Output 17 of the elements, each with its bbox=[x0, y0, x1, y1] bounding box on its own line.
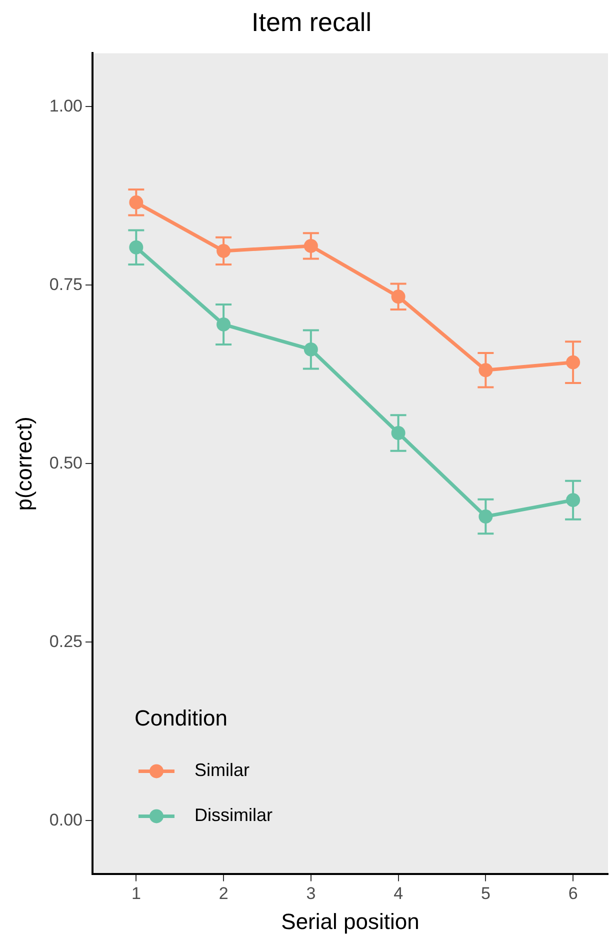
x-tick-label: 2 bbox=[218, 884, 228, 904]
x-tick-label: 3 bbox=[306, 884, 316, 904]
x-tick-label: 6 bbox=[568, 884, 578, 904]
legend-label: Dissimilar bbox=[194, 805, 272, 826]
x-tick-label: 1 bbox=[131, 884, 141, 904]
y-tick-label: 0.50 bbox=[49, 453, 82, 472]
legend-label: Similar bbox=[194, 760, 250, 780]
y-tick-label: 0.75 bbox=[49, 274, 82, 294]
y-tick-label: 1.00 bbox=[49, 96, 82, 116]
y-axis-title: p(correct) bbox=[11, 416, 36, 511]
x-tick-label: 5 bbox=[480, 884, 490, 904]
x-axis-title: Serial position bbox=[281, 908, 420, 934]
legend-title: Condition bbox=[134, 705, 228, 730]
y-tick-label: 0.00 bbox=[49, 810, 82, 830]
chart-title: Item recall bbox=[252, 6, 372, 37]
x-tick-label: 4 bbox=[394, 884, 404, 904]
y-tick-label: 0.25 bbox=[49, 632, 82, 651]
